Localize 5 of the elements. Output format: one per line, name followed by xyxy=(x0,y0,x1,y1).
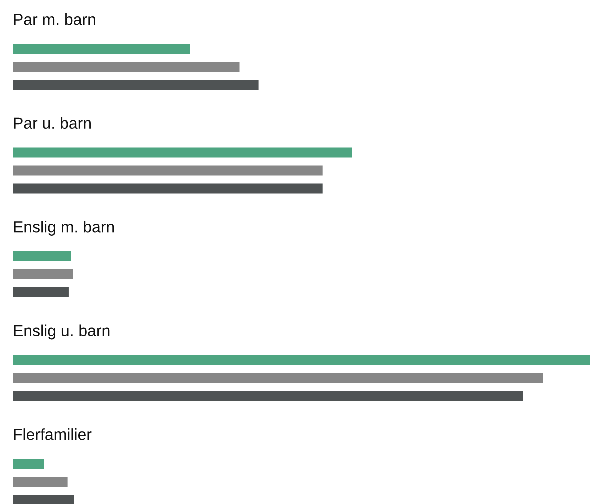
y-tick-label: Enslig m. barn xyxy=(14,221,114,236)
y-tick-label: Par u. barn xyxy=(14,117,91,130)
y-tick-label: Enslig u. barn xyxy=(14,324,110,340)
y-tick-label: Flerfamilier xyxy=(14,428,92,440)
y-tick-label: Par m. barn xyxy=(14,14,96,26)
